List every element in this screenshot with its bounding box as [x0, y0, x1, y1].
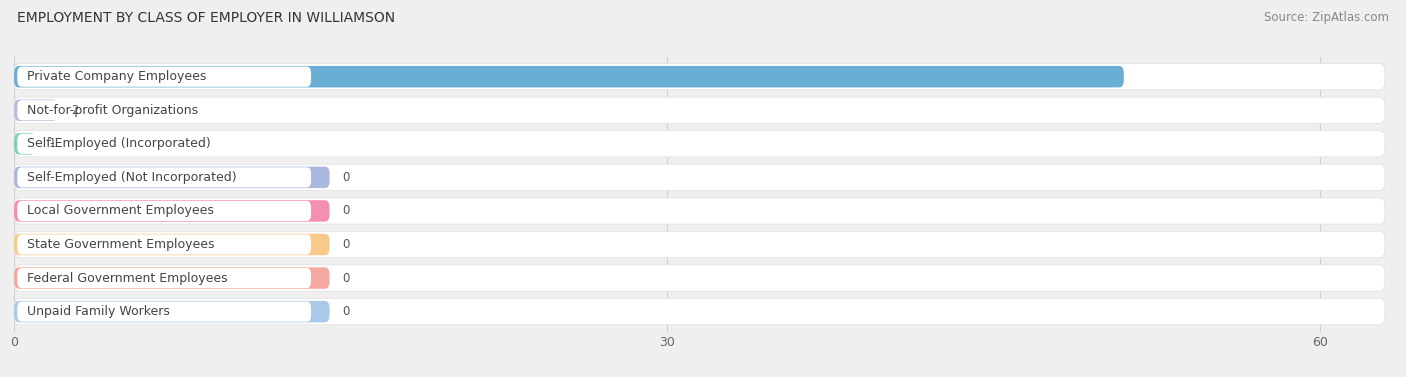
FancyBboxPatch shape	[14, 167, 329, 188]
FancyBboxPatch shape	[17, 67, 311, 87]
Text: EMPLOYMENT BY CLASS OF EMPLOYER IN WILLIAMSON: EMPLOYMENT BY CLASS OF EMPLOYER IN WILLI…	[17, 11, 395, 25]
FancyBboxPatch shape	[17, 302, 311, 322]
FancyBboxPatch shape	[17, 268, 311, 288]
FancyBboxPatch shape	[14, 64, 1385, 90]
FancyBboxPatch shape	[14, 301, 329, 322]
FancyBboxPatch shape	[14, 267, 329, 289]
Text: 51: 51	[1137, 70, 1152, 83]
FancyBboxPatch shape	[14, 231, 1385, 257]
Text: Private Company Employees: Private Company Employees	[27, 70, 207, 83]
FancyBboxPatch shape	[14, 265, 1385, 291]
Text: 0: 0	[343, 171, 350, 184]
FancyBboxPatch shape	[14, 97, 1385, 123]
FancyBboxPatch shape	[14, 131, 1385, 157]
Text: 0: 0	[343, 271, 350, 285]
FancyBboxPatch shape	[14, 133, 35, 155]
FancyBboxPatch shape	[14, 234, 329, 255]
FancyBboxPatch shape	[14, 200, 329, 222]
FancyBboxPatch shape	[17, 234, 311, 254]
Text: Self-Employed (Not Incorporated): Self-Employed (Not Incorporated)	[27, 171, 236, 184]
Text: Local Government Employees: Local Government Employees	[27, 204, 214, 218]
FancyBboxPatch shape	[17, 134, 311, 154]
Text: State Government Employees: State Government Employees	[27, 238, 215, 251]
Text: 0: 0	[343, 204, 350, 218]
Text: 2: 2	[70, 104, 79, 117]
Text: Not-for-profit Organizations: Not-for-profit Organizations	[27, 104, 198, 117]
Text: Source: ZipAtlas.com: Source: ZipAtlas.com	[1264, 11, 1389, 24]
FancyBboxPatch shape	[14, 198, 1385, 224]
Text: Self-Employed (Incorporated): Self-Employed (Incorporated)	[27, 137, 211, 150]
Text: 0: 0	[343, 305, 350, 318]
Text: Federal Government Employees: Federal Government Employees	[27, 271, 228, 285]
FancyBboxPatch shape	[14, 299, 1385, 325]
FancyBboxPatch shape	[17, 167, 311, 187]
FancyBboxPatch shape	[14, 164, 1385, 190]
FancyBboxPatch shape	[14, 66, 1123, 87]
FancyBboxPatch shape	[17, 201, 311, 221]
FancyBboxPatch shape	[17, 100, 311, 120]
FancyBboxPatch shape	[14, 100, 58, 121]
Text: 0: 0	[343, 238, 350, 251]
Text: 1: 1	[49, 137, 56, 150]
Text: Unpaid Family Workers: Unpaid Family Workers	[27, 305, 170, 318]
